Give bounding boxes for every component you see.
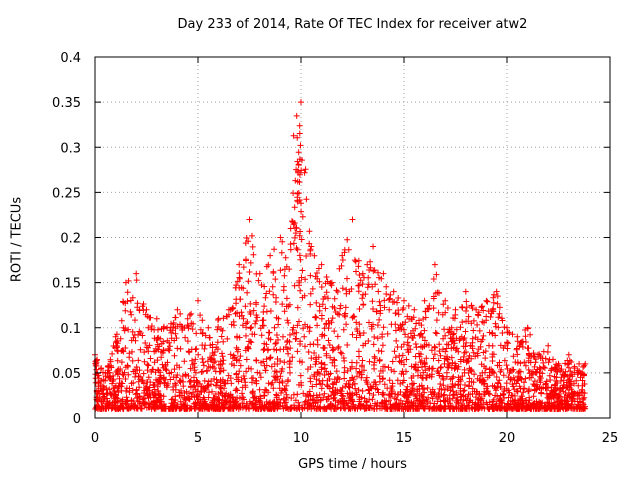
y-tick-label: 0.15	[52, 277, 81, 292]
data-points	[92, 99, 589, 412]
y-tick-label: 0.4	[60, 51, 81, 66]
y-tick-label: 0.25	[52, 186, 81, 201]
x-tick-label: 5	[194, 431, 202, 446]
y-tick-label: 0	[73, 412, 81, 427]
x-tick-label: 25	[602, 431, 619, 446]
x-tick-label: 10	[293, 431, 310, 446]
chart-title: Day 233 of 2014, Rate Of TEC Index for r…	[177, 17, 528, 32]
y-tick-label: 0.3	[60, 141, 81, 156]
x-axis-label: GPS time / hours	[298, 457, 407, 472]
axis-ticks: 0 5 10 15 20 25 0 0.05 0.1 0.15 0.2 0.25 0.3 0.35 0.4	[52, 51, 618, 446]
x-tick-label: 15	[396, 431, 413, 446]
grid	[95, 57, 610, 418]
y-tick-label: 0.1	[60, 322, 81, 337]
roti-points	[92, 99, 589, 412]
y-tick-label: 0.35	[52, 96, 81, 111]
y-tick-label: 0.05	[52, 367, 81, 382]
x-tick-label: 0	[91, 431, 99, 446]
x-tick-label: 20	[499, 431, 516, 446]
y-tick-label: 0.2	[60, 232, 81, 247]
